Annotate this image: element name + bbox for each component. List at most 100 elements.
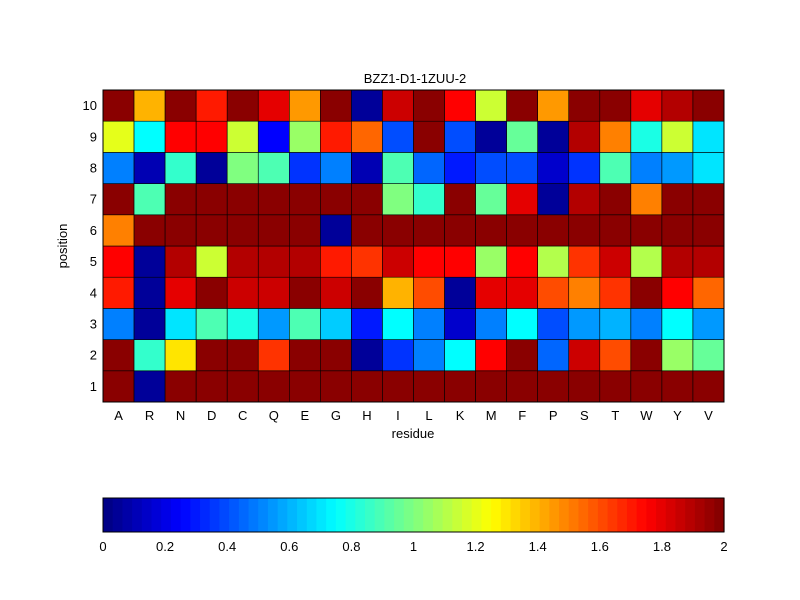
heatmap-cell-S-5	[568, 245, 601, 278]
heatmap-cell-M-8	[475, 152, 507, 184]
colorbar-segment	[578, 498, 589, 532]
heatmap-cell-D-5	[195, 245, 228, 278]
heatmap-cell-L-8	[413, 152, 445, 184]
x-tick-Y: Y	[673, 408, 682, 423]
heatmap-cell-M-1	[475, 370, 507, 403]
heatmap-cell-A-6	[102, 214, 135, 247]
heatmap-cell-R-4	[133, 276, 166, 309]
heatmap-cell-G-10	[320, 89, 352, 122]
heatmap-cell-H-9	[351, 120, 383, 153]
heatmap-cell-Q-10	[257, 89, 290, 122]
colorbar-segment	[219, 498, 230, 532]
heatmap-cell-E-8	[288, 152, 321, 184]
heatmap-cell-R-6	[133, 214, 166, 247]
heatmap-cell-G-3	[320, 308, 352, 340]
heatmap-cell-C-3	[226, 308, 259, 340]
heatmap-cell-T-6	[599, 214, 632, 247]
heatmap-cell-Y-9	[661, 120, 694, 153]
colorbar-segment	[626, 498, 638, 532]
heatmap-cell-A-8	[102, 152, 135, 184]
x-tick-H: H	[362, 408, 371, 423]
heatmap-cell-H-10	[351, 89, 383, 122]
colorbar-tick-0: 0	[99, 539, 106, 554]
heatmap-cell-A-9	[102, 120, 135, 153]
colorbar-segment	[403, 498, 415, 532]
heatmap-cell-A-5	[102, 245, 135, 278]
heatmap-cell-W-6	[630, 214, 663, 247]
x-tick-V: V	[704, 408, 713, 423]
colorbar-segment	[432, 498, 444, 532]
heatmap-cell-F-10	[506, 89, 538, 122]
colorbar-segment	[258, 498, 269, 532]
heatmap-cell-P-2	[537, 339, 570, 372]
colorbar-segment	[646, 498, 657, 532]
y-axis-label: position	[55, 224, 70, 269]
colorbar-segment	[103, 498, 114, 532]
colorbar-segment	[180, 498, 191, 532]
colorbar-tick-1.2: 1.2	[467, 539, 485, 554]
heatmap-cell-S-2	[568, 339, 601, 372]
heatmap-cell-W-9	[630, 120, 663, 153]
heatmap-cell-K-7	[444, 183, 476, 216]
heatmap-cell-V-2	[692, 339, 725, 372]
colorbar-segment	[685, 498, 696, 532]
heatmap-cell-Y-7	[661, 183, 694, 216]
heatmap-cell-I-7	[382, 183, 414, 216]
heatmap-cell-M-2	[475, 339, 507, 372]
heatmap-cell-A-3	[102, 308, 135, 340]
x-tick-T: T	[611, 408, 619, 423]
heatmap-cell-W-10	[630, 89, 663, 122]
heatmap-cell-E-6	[288, 214, 321, 247]
heatmap-cell-F-1	[506, 370, 538, 403]
heatmap-cell-D-8	[195, 152, 228, 184]
heatmap-cell-N-1	[164, 370, 197, 403]
heatmap-cell-C-8	[226, 152, 259, 184]
heatmap-cell-N-7	[164, 183, 197, 216]
colorbar-segment	[384, 498, 395, 532]
x-tick-L: L	[425, 408, 432, 423]
heatmap-cell-H-2	[351, 339, 383, 372]
heatmap-cell-M-10	[475, 89, 507, 122]
colorbar-segment	[500, 498, 512, 532]
heatmap-cell-Q-8	[257, 152, 290, 184]
heatmap-cell-D-4	[195, 276, 228, 309]
colorbar-segment	[539, 498, 550, 532]
heatmap-cell-D-7	[195, 183, 228, 216]
colorbar-tick-1.6: 1.6	[591, 539, 609, 554]
colorbar-segment	[141, 498, 153, 532]
heatmap-cell-F-8	[506, 152, 538, 184]
heatmap-cells	[102, 89, 725, 403]
heatmap-cell-P-1	[537, 370, 570, 403]
colorbar-segment	[364, 498, 376, 532]
x-tick-G: G	[331, 408, 341, 423]
heatmap-cell-D-1	[195, 370, 228, 403]
heatmap-cell-Y-2	[661, 339, 694, 372]
heatmap-cell-W-2	[630, 339, 663, 372]
y-tick-5: 5	[90, 254, 97, 269]
heatmap-cell-L-7	[413, 183, 445, 216]
heatmap-cell-W-5	[630, 245, 663, 278]
heatmap-cell-Y-5	[661, 245, 694, 278]
colorbar-segment	[491, 498, 502, 532]
heatmap-cell-M-6	[475, 214, 507, 247]
heatmap-cell-E-3	[288, 308, 321, 340]
colorbar-tick-2: 2	[720, 539, 727, 554]
colorbar	[103, 498, 725, 532]
colorbar-segment	[297, 498, 308, 532]
colorbar-segment	[248, 498, 259, 532]
colorbar-tick-0.2: 0.2	[156, 539, 174, 554]
heatmap-cell-C-5	[226, 245, 259, 278]
heatmap-cell-S-10	[568, 89, 601, 122]
x-tick-D: D	[207, 408, 216, 423]
heatmap-cell-V-5	[692, 245, 725, 278]
y-tick-2: 2	[90, 348, 97, 363]
heatmap-cell-I-9	[382, 120, 414, 153]
colorbar-segment	[209, 498, 221, 532]
heatmap-cell-N-8	[164, 152, 197, 184]
heatmap-cell-C-7	[226, 183, 259, 216]
colorbar-segment	[665, 498, 677, 532]
heatmap-cell-P-7	[537, 183, 570, 216]
heatmap-cell-G-1	[320, 370, 352, 403]
heatmap-cell-F-6	[506, 214, 538, 247]
